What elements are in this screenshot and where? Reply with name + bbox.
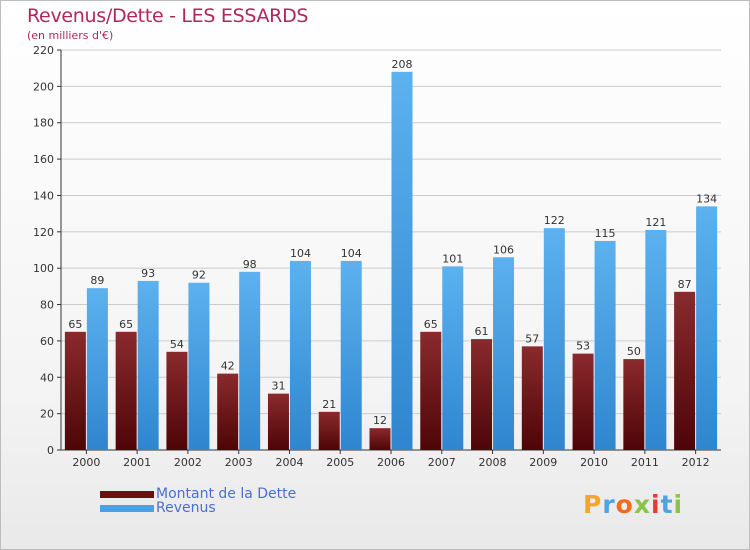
y-tick-label: 220 — [33, 44, 54, 57]
dette-bar-label: 65 — [119, 318, 133, 331]
revenus-bar-label: 121 — [645, 216, 666, 229]
logo-letter: P — [583, 490, 603, 519]
revenus-bar-label: 98 — [243, 258, 257, 271]
dette-bar-label: 50 — [627, 345, 641, 358]
dette-bar-label: 61 — [475, 325, 489, 338]
logo-letter: t — [660, 490, 674, 519]
revenus-bar-label: 104 — [290, 247, 311, 260]
x-tick-label: 2005 — [326, 456, 354, 469]
y-tick-label: 200 — [33, 80, 54, 93]
dette-bar-label: 57 — [525, 332, 539, 345]
revenus-bar — [442, 266, 464, 450]
revenus-bar — [594, 240, 616, 450]
dette-bar-label: 12 — [373, 414, 387, 427]
y-tick-label: 60 — [40, 335, 54, 348]
dette-bar — [521, 346, 543, 450]
dette-bar — [64, 331, 86, 450]
dette-bar — [318, 411, 340, 450]
dette-bar — [217, 373, 239, 450]
logo-letter: i — [651, 490, 661, 519]
x-tick-label: 2010 — [580, 456, 608, 469]
logo-letter: o — [615, 490, 634, 519]
revenus-bar-label: 93 — [141, 267, 155, 280]
logo-letter: i — [673, 490, 684, 519]
y-tick-label: 140 — [33, 189, 54, 202]
dette-bar — [674, 291, 696, 450]
dette-bar-label: 31 — [271, 380, 285, 393]
revenus-bar-label: 104 — [341, 247, 362, 260]
revenus-bar — [340, 260, 362, 450]
dette-bar-label: 65 — [424, 318, 438, 331]
dette-bar — [623, 359, 645, 450]
x-tick-label: 2012 — [682, 456, 710, 469]
legend-label-revenus: Revenus — [156, 500, 216, 516]
revenus-bar-label: 115 — [595, 227, 616, 240]
revenus-bar-label: 134 — [696, 192, 717, 205]
dette-bar — [166, 351, 188, 450]
x-tick-label: 2003 — [225, 456, 253, 469]
legend-label-dette: Montant de la Dette — [156, 486, 297, 502]
revenus-bar-label: 92 — [192, 269, 206, 282]
dette-bar-label: 42 — [221, 360, 235, 373]
dette-bar — [572, 353, 594, 450]
legend-swatch-dette — [100, 490, 154, 498]
revenus-bar-label: 89 — [90, 274, 104, 287]
logo-letter: x — [633, 490, 651, 519]
dette-bar — [420, 331, 442, 450]
x-tick-label: 2000 — [72, 456, 100, 469]
dette-bar-label: 65 — [68, 318, 82, 331]
dette-bar-label: 54 — [170, 338, 184, 351]
revenus-bar-label: 106 — [493, 243, 514, 256]
revenus-bar — [289, 260, 311, 450]
dette-bar-label: 53 — [576, 340, 590, 353]
revenus-bar — [188, 282, 210, 450]
logo-letter: r — [602, 490, 616, 519]
x-tick-label: 2006 — [377, 456, 405, 469]
revenus-bar — [86, 288, 108, 450]
revenus-bar — [493, 257, 515, 450]
x-tick-label: 2009 — [529, 456, 557, 469]
chart-subtitle: (en milliers d'€) — [27, 29, 114, 42]
grid-lines — [61, 49, 721, 415]
y-tick-label: 160 — [33, 153, 54, 166]
revenus-bar — [645, 230, 667, 450]
x-tick-label: 2002 — [174, 456, 202, 469]
x-tick-label: 2008 — [479, 456, 507, 469]
revenus-bar — [239, 271, 261, 450]
y-tick-label: 120 — [33, 226, 54, 239]
y-tick-label: 0 — [47, 444, 54, 457]
revenus-bar-label: 122 — [544, 214, 565, 227]
y-tick-label: 80 — [40, 299, 54, 312]
bars — [64, 71, 718, 451]
data-labels: 65 89 65 93 54 92 42 98 31 104 21 104 12 208 65 101 61 10… — [68, 58, 717, 427]
legend-item-revenus: Revenus — [100, 501, 216, 515]
legend-swatch-revenus — [100, 504, 154, 512]
chart-title: Revenus/Dette - LES ESSARDS — [27, 5, 309, 27]
dette-bar — [267, 393, 289, 450]
revenus-bar — [696, 206, 718, 450]
y-tick-label: 180 — [33, 117, 54, 130]
dette-bar — [369, 428, 391, 450]
dette-bar-label: 21 — [322, 398, 336, 411]
dette-bar — [115, 331, 137, 450]
revenus-bar — [137, 280, 159, 450]
y-tick-label: 100 — [33, 262, 54, 275]
x-tick-label: 2011 — [631, 456, 659, 469]
dette-bar-label: 87 — [678, 278, 692, 291]
x-tick-label: 2004 — [275, 456, 303, 469]
proxiti-logo: Proxiti — [583, 490, 683, 519]
y-tick-label: 40 — [40, 371, 54, 384]
legend-item-dette: Montant de la Dette — [100, 487, 296, 501]
revenus-bar-label: 208 — [392, 58, 413, 71]
revenus-bar — [391, 71, 413, 451]
revenus-bar-label: 101 — [442, 252, 463, 265]
revenus-bar — [543, 228, 565, 450]
x-tick-label: 2001 — [123, 456, 151, 469]
x-tick-label: 2007 — [428, 456, 456, 469]
y-tick-label: 20 — [40, 408, 54, 421]
dette-bar — [471, 339, 493, 450]
